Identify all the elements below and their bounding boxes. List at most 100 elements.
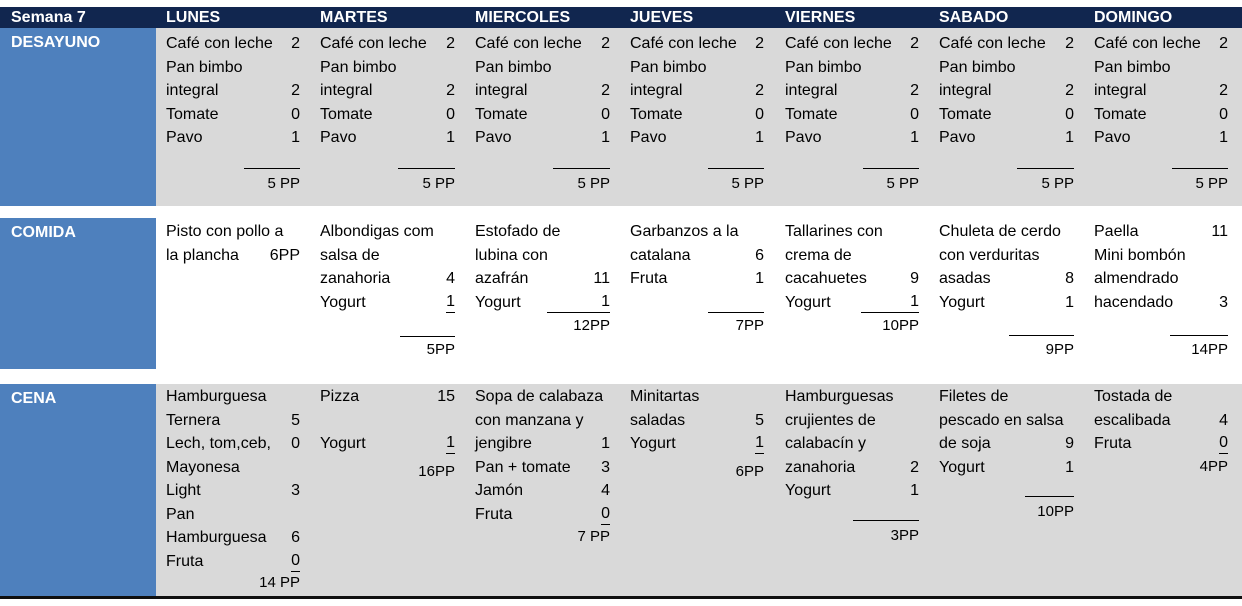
header-row: Semana 7 LUNES MARTES MIERCOLES JUEVES V…: [0, 7, 1242, 28]
desayuno-item-points: 1: [446, 129, 455, 146]
cena-line: Tostada de: [1094, 385, 1228, 408]
desayuno-total: 5 PP: [577, 175, 610, 192]
desayuno-label: DESAYUNO: [0, 28, 156, 206]
cena-item-name: calabacín y: [785, 435, 866, 452]
cena-total: 10PP: [1037, 503, 1074, 520]
cena-item-points: 3: [601, 458, 610, 476]
desayuno-line: Café con leche 2: [1094, 32, 1228, 55]
comida-item-name: con verduritas: [939, 246, 1040, 264]
comida-item-name: azafrán: [475, 270, 529, 287]
comida-item-name: Yogurt: [475, 293, 521, 311]
comida-item-points: 11: [1211, 223, 1228, 240]
day-header-sabado: SABADO: [939, 9, 1009, 26]
desayuno-line: Café con leche 2: [320, 32, 455, 55]
desayuno-line: Pan bimbo: [320, 56, 455, 79]
cena-item-points: 2: [910, 458, 919, 476]
cena-item-name: Pan + tomate: [475, 458, 571, 476]
cena-line: Sopa de calabaza: [475, 385, 610, 408]
cena-item-name: Jamón: [475, 482, 524, 499]
desayuno-line: Pan bimbo: [475, 56, 610, 79]
desayuno-item-points: 0: [910, 105, 919, 123]
cena-line: Hamburguesa: [166, 385, 300, 408]
desayuno-line: Pan bimbo: [630, 56, 764, 79]
desayuno-line: Tomate 0: [939, 103, 1074, 126]
desayuno-line: Pavo 1: [785, 126, 919, 149]
desayuno-line: integral 2: [1094, 79, 1228, 102]
cena-cell-jueves: Minitartas saladas 5 Yogurt 1 6PP: [630, 384, 764, 596]
comida-total: 12PP: [573, 317, 610, 334]
desayuno-item-name: Café con leche: [1094, 35, 1201, 52]
desayuno-item-name: Pavo: [320, 129, 357, 146]
cena-item-name: Yogurt: [785, 482, 831, 499]
comida-line: salsa de: [320, 244, 455, 267]
desayuno-item-name: Café con leche: [939, 35, 1046, 52]
desayuno-item-points: 2: [755, 35, 764, 52]
desayuno-cell-lunes: Café con leche 2 Pan bimbo integral 2 Tomate 0…: [166, 28, 300, 206]
cena-line: Fruta 0: [475, 503, 610, 526]
cena-line: Minitartas: [630, 385, 764, 408]
desayuno-item-points: 2: [291, 82, 300, 99]
comida-item-points: 11: [593, 270, 610, 287]
desayuno-item-name: Café con leche: [630, 35, 737, 52]
comida-item-name: hacendado: [1094, 293, 1174, 311]
desayuno-item-name: Pavo: [630, 129, 667, 146]
cena-line: Yogurt 1: [785, 479, 919, 502]
desayuno-item-name: Tomate: [1094, 105, 1147, 123]
comida-line: catalana 6: [630, 244, 764, 267]
comida-item-name: asadas: [939, 270, 991, 287]
cena-item-points: 0: [601, 503, 610, 525]
desayuno-line: Pavo 1: [475, 126, 610, 149]
desayuno-item-name: Tomate: [475, 105, 528, 123]
cena-total: 16PP: [418, 463, 455, 480]
day-header-martes: MARTES: [320, 9, 388, 26]
comida-item-points: 1: [1065, 293, 1074, 311]
comida-item-name: Chuleta de cerdo: [939, 223, 1061, 240]
cena-item-name: Minitartas: [630, 388, 700, 405]
cena-line: Pan + tomate 3: [475, 456, 610, 479]
desayuno-item-points: 2: [601, 35, 610, 52]
desayuno-line: Tomate 0: [1094, 103, 1228, 126]
cena-item-name: Lech, tom,ceb,: [166, 435, 271, 452]
desayuno-total-rule: [1017, 168, 1074, 169]
cena-item-points: 3: [291, 482, 300, 499]
desayuno-line: integral 2: [630, 79, 764, 102]
desayuno-item-name: Pan bimbo: [939, 58, 1016, 76]
desayuno-total: 5 PP: [1041, 175, 1074, 192]
cena-item-points: 6: [291, 529, 300, 546]
comida-item-points: 1: [755, 270, 764, 287]
comida-cell-lunes: Pisto con pollo a la plancha 6PP: [166, 218, 300, 369]
cena-item-name: jengibre: [475, 435, 532, 452]
cena-item-name: Fruta: [475, 505, 513, 523]
desayuno-cell-martes: Café con leche 2 Pan bimbo integral 2 Tomate 0…: [320, 28, 455, 206]
desayuno-item-points: 2: [755, 82, 764, 99]
desayuno-cell-viernes: Café con leche 2 Pan bimbo integral 2 Tomate 0…: [785, 28, 919, 206]
desayuno-total: 5 PP: [886, 175, 919, 192]
comida-total: 5PP: [426, 341, 455, 358]
desayuno-line: Pavo 1: [939, 126, 1074, 149]
cena-item-name: Ternera: [166, 411, 221, 429]
comida-item-name: crema de: [785, 246, 852, 264]
comida-cell-sabado: Chuleta de cerdo con verduritas asadas 8 Yog…: [939, 218, 1074, 369]
cena-item-name: con manzana y: [475, 411, 584, 429]
desayuno-cell-miercoles: Café con leche 2 Pan bimbo integral 2 Tomate 0…: [475, 28, 610, 206]
comida-line: Paella 11: [1094, 220, 1228, 243]
comida-line: lubina con: [475, 244, 610, 267]
desayuno-item-points: 0: [1219, 105, 1228, 123]
day-header-domingo: DOMINGO: [1094, 9, 1173, 26]
cena-line: Mayonesa: [166, 456, 300, 479]
desayuno-item-name: integral: [320, 82, 373, 99]
desayuno-total-rule: [398, 168, 455, 169]
comida-item-points: 1: [910, 291, 919, 313]
cena-item-points: 4: [601, 482, 610, 499]
desayuno-item-name: Pan bimbo: [166, 58, 243, 76]
comida-cell-jueves: Garbanzos a la catalana 6 Fruta 1 7PP: [630, 218, 764, 369]
desayuno-item-points: 2: [1065, 35, 1074, 52]
comida-label: COMIDA: [0, 218, 156, 369]
cena-cell-martes: Pizza 15 Yogurt 1 16PP: [320, 384, 455, 596]
day-header-lunes: LUNES: [166, 9, 221, 26]
comida-item-name: Estofado de: [475, 223, 561, 240]
comida-item-name: la plancha: [166, 246, 239, 264]
comida-item-name: cacahuetes: [785, 270, 867, 287]
cena-item-name: pescado en salsa: [939, 411, 1064, 429]
